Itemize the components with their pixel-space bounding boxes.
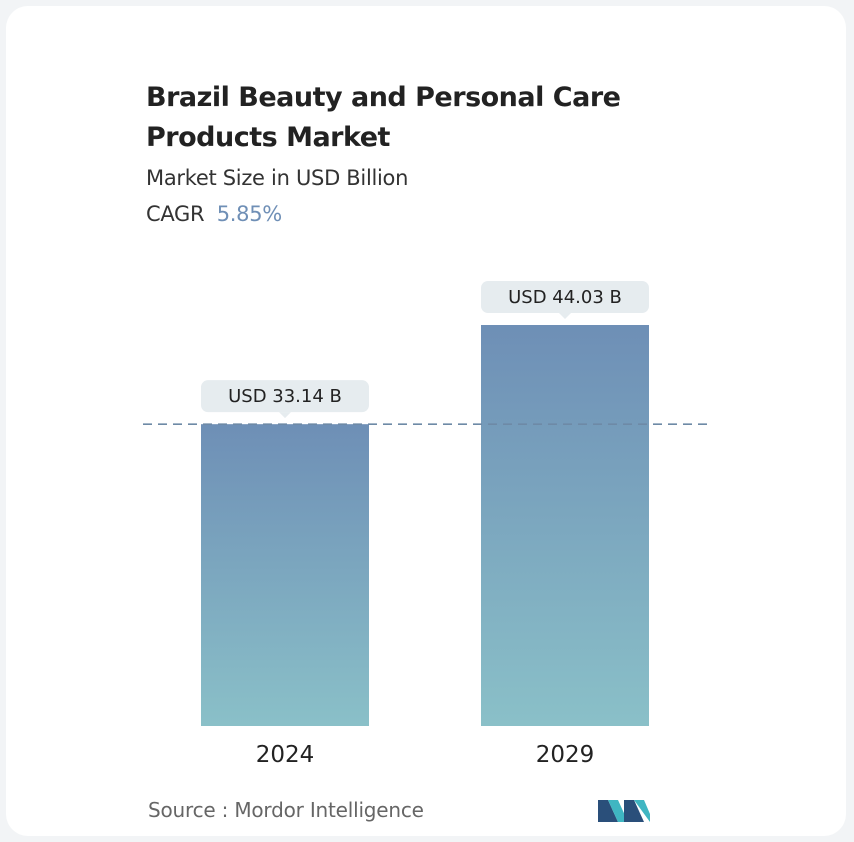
chart-subtitle: Market Size in USD Billion — [146, 166, 409, 190]
svg-text:USD 33.14 B: USD 33.14 B — [228, 386, 342, 407]
x-tick-label: 2024 — [256, 742, 315, 768]
bar-2024 — [201, 424, 369, 726]
svg-text:USD 44.03 B: USD 44.03 B — [508, 287, 622, 308]
cagr-label: CAGR — [146, 202, 205, 226]
chart-card — [6, 6, 846, 836]
source-text: Source : Mordor Intelligence — [148, 798, 424, 822]
x-tick-label: 2029 — [536, 742, 595, 768]
cagr-value: 5.85% — [216, 202, 283, 226]
data-label-2024: USD 33.14 B — [201, 380, 369, 419]
cagr-line: CAGR 5.85% — [146, 202, 282, 226]
chart-title: Brazil Beauty and Personal Care Products… — [146, 82, 621, 153]
bar-2029 — [481, 325, 649, 726]
data-label-2029: USD 44.03 B — [481, 281, 649, 319]
